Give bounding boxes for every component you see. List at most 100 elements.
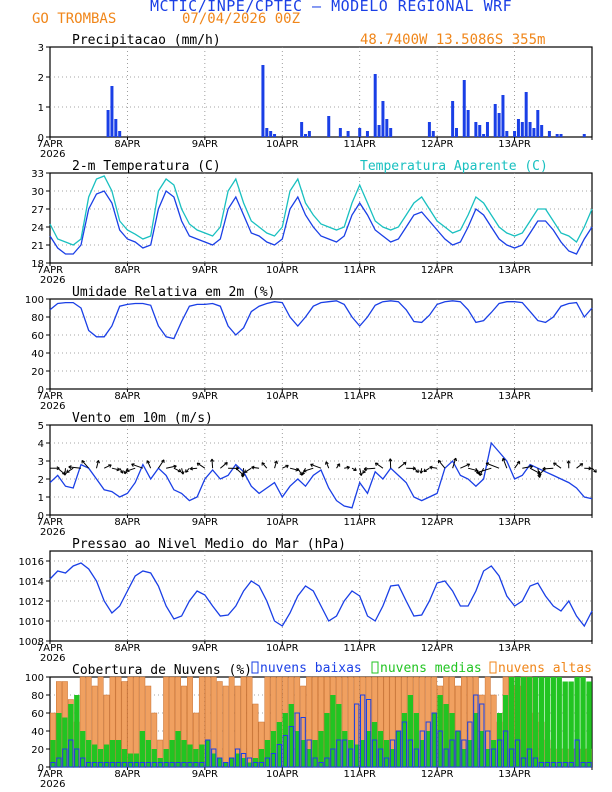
y-tick-label: 1010 bbox=[19, 617, 44, 628]
wind-arrowhead bbox=[453, 457, 458, 462]
series-line bbox=[49, 441, 593, 509]
cloud-bar-mid bbox=[246, 762, 253, 767]
cloud-bar-mid bbox=[479, 731, 485, 767]
cloud-bar-mid bbox=[270, 731, 277, 767]
wind-arrowhead bbox=[68, 465, 72, 470]
wind-arrowhead bbox=[419, 470, 424, 474]
cloud-bar-mid bbox=[401, 713, 408, 767]
cloud-bar-mid bbox=[342, 731, 348, 767]
cloud-bar-mid bbox=[151, 749, 157, 767]
cloud-bar-mid bbox=[199, 744, 205, 767]
cloud-bar-mid bbox=[187, 744, 193, 767]
y-tick-label: 100 bbox=[25, 295, 44, 306]
cloud-bar-low bbox=[50, 762, 56, 768]
cloud-bar-low bbox=[455, 730, 461, 768]
x-tick-label: 13APR bbox=[498, 769, 531, 780]
y-tick-label: 80 bbox=[31, 313, 44, 324]
wind-arrowhead bbox=[423, 468, 427, 473]
cloud-bar-mid bbox=[97, 749, 104, 767]
cloud-bar-low bbox=[115, 762, 122, 768]
cloud-bar-mid bbox=[348, 740, 354, 767]
wind-vector bbox=[157, 459, 165, 469]
cloud-bar-mid bbox=[455, 731, 461, 767]
cloud-bar-mid bbox=[467, 740, 473, 767]
wind-arrowhead bbox=[310, 463, 314, 468]
cloud-bar-mid bbox=[574, 677, 580, 767]
legend-label: nuvens medias bbox=[380, 661, 482, 676]
cloud-bar-low bbox=[371, 739, 378, 768]
cloud-bar-low bbox=[497, 739, 503, 768]
cloud-bar-mid bbox=[473, 713, 479, 767]
cloud-bar-low bbox=[425, 721, 431, 768]
wind-vector bbox=[359, 468, 362, 476]
x-tick-label: 10APR bbox=[266, 139, 299, 150]
wind-arrowhead bbox=[588, 466, 592, 471]
cloud-bar-low bbox=[139, 762, 145, 768]
wind-vector bbox=[522, 465, 533, 469]
header-coords: 48.7400W 13.5086S 355m bbox=[360, 32, 546, 48]
precip-bar bbox=[582, 134, 586, 137]
wind-vector bbox=[375, 462, 384, 469]
wind-arrowhead bbox=[243, 469, 248, 474]
wind-arrowhead bbox=[566, 460, 571, 464]
cloud-bar-mid bbox=[169, 740, 175, 767]
wind-vector bbox=[553, 462, 562, 469]
x-tick-label: 12APR bbox=[421, 265, 454, 276]
precip-bar bbox=[501, 95, 505, 137]
cloud-bar-mid bbox=[538, 677, 545, 767]
cloud-bar-low bbox=[217, 757, 223, 768]
wind-vector bbox=[95, 460, 100, 469]
cloud-bar-low bbox=[258, 762, 265, 768]
cloud-bar-mid bbox=[91, 744, 98, 767]
cloud-bar-mid bbox=[354, 744, 360, 767]
precip-bar bbox=[110, 86, 114, 137]
cloud-bar-low bbox=[574, 739, 580, 768]
cloud-bar-low bbox=[264, 757, 271, 768]
cloud-bar-low bbox=[395, 730, 402, 768]
panel-0: 0 1 2 3 7APR 8APR 9APR 10APR 11APR 12APR 13APR 2026… bbox=[37, 33, 593, 160]
wind-arrowhead bbox=[120, 470, 124, 474]
cloud-bar-low bbox=[544, 762, 551, 768]
cloud-bar-low bbox=[568, 762, 574, 768]
x-tick-label: 9APR bbox=[192, 643, 218, 654]
wind-arrowhead bbox=[126, 468, 130, 473]
y-tick-label: 100 bbox=[25, 673, 44, 684]
wind-arrowhead bbox=[108, 464, 112, 468]
cloud-bar-low bbox=[175, 762, 181, 768]
cloud-bar-mid bbox=[514, 677, 521, 767]
wind-vector bbox=[196, 462, 206, 469]
cloud-bar-low bbox=[526, 748, 533, 768]
wind-vector bbox=[244, 467, 252, 473]
precip-bar bbox=[365, 131, 369, 137]
cloud-bar-mid bbox=[336, 704, 342, 767]
wind-arrowhead bbox=[240, 474, 245, 478]
wind-arrowhead bbox=[429, 465, 433, 470]
wind-arrowhead bbox=[538, 472, 542, 476]
wind-arrowhead bbox=[553, 462, 557, 466]
cloud-bar-low bbox=[491, 748, 497, 768]
cloud-bar-low bbox=[443, 748, 449, 768]
panel-title: Cobertura de Nuvens (%) bbox=[72, 663, 252, 678]
cloud-bar-low bbox=[383, 757, 390, 768]
precip-bar bbox=[462, 80, 466, 137]
cloud-bar-mid bbox=[234, 753, 241, 767]
cloud-bar-low bbox=[479, 703, 485, 768]
precip-bar bbox=[505, 131, 509, 137]
cloud-bar-mid bbox=[74, 695, 80, 767]
cloud-bar-high bbox=[246, 676, 253, 768]
y-tick-label: 40 bbox=[31, 727, 44, 738]
wind-vector bbox=[274, 460, 278, 469]
y-tick-label: 80 bbox=[31, 691, 44, 702]
precip-bar bbox=[524, 92, 528, 137]
cloud-bar-low bbox=[223, 762, 229, 768]
cloud-bar-mid bbox=[62, 717, 68, 767]
wind-arrowhead bbox=[363, 466, 367, 471]
y-tick-label: 0 bbox=[38, 385, 44, 396]
cloud-bar-mid bbox=[193, 749, 199, 767]
y-tick-label: 30 bbox=[31, 187, 44, 198]
cloud-bar-low bbox=[318, 762, 324, 768]
x-year-label: 2026 bbox=[40, 275, 65, 286]
wind-arrowhead bbox=[123, 470, 128, 475]
x-tick-label: 10APR bbox=[266, 391, 299, 402]
y-tick-label: 1012 bbox=[19, 597, 44, 608]
